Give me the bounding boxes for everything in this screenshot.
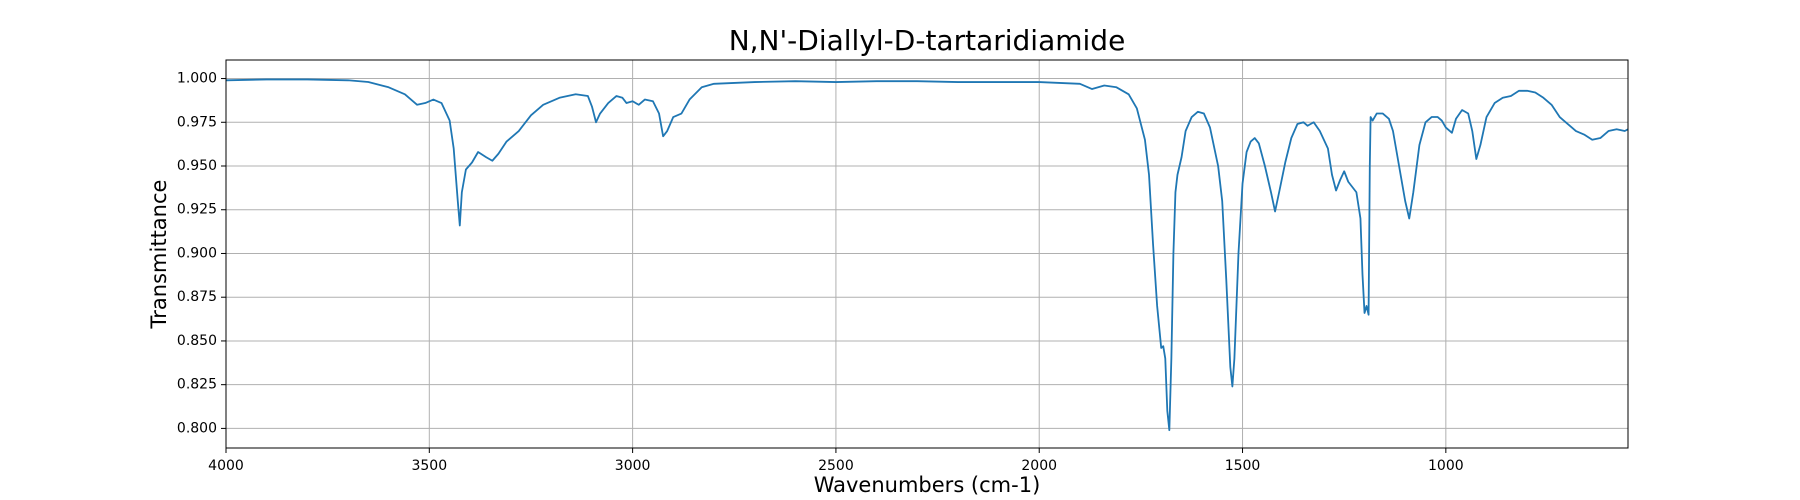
chart-title: N,N'-Diallyl-D-tartaridiamide (729, 24, 1126, 57)
x-tick-label: 2000 (1021, 458, 1057, 474)
y-tick-label: 0.950 (177, 158, 217, 174)
x-tick-label: 3000 (615, 458, 651, 474)
y-tick-label: 0.900 (177, 245, 217, 261)
y-tick-label: 0.850 (177, 333, 217, 349)
x-tick-label: 1000 (1428, 458, 1464, 474)
plot-frame (225, 59, 1629, 449)
y-tick-label: 0.925 (177, 202, 217, 218)
y-tick-label: 0.825 (177, 377, 217, 393)
y-tick-label: 1.000 (177, 71, 217, 87)
y-tick-label: 0.800 (177, 420, 217, 436)
y-tick-label: 0.975 (177, 114, 217, 130)
y-axis-label: Transmittance (147, 180, 171, 330)
x-axis-label: Wavenumbers (cm-1) (814, 473, 1041, 497)
y-tick-label: 0.875 (177, 289, 217, 305)
x-tick-label: 4000 (208, 458, 244, 474)
x-tick-label: 2500 (818, 458, 854, 474)
x-tick-label: 3500 (411, 458, 447, 474)
spectrum-line (225, 78, 1629, 432)
x-tick-label: 1500 (1225, 458, 1261, 474)
